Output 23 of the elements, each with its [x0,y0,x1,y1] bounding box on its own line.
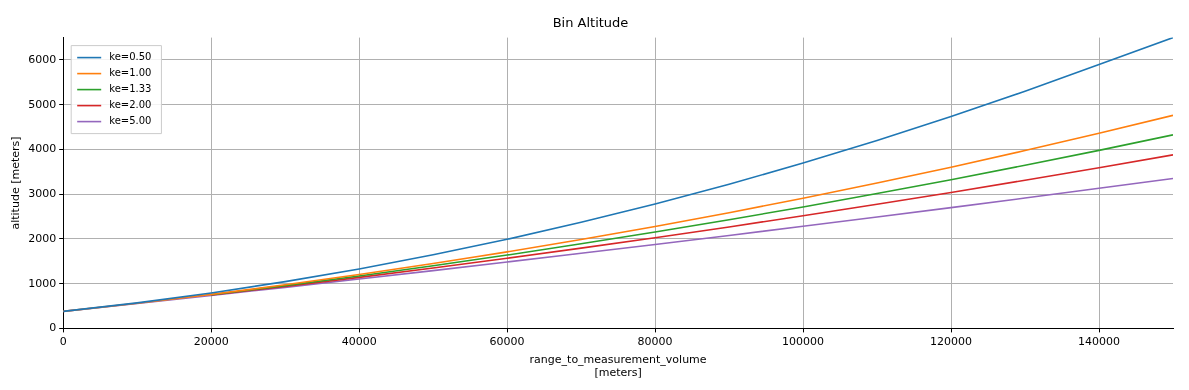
y-tick-label: 6000 [28,52,57,66]
x-tick-label: 0 [59,334,67,348]
x-tick-label: 140000 [1078,334,1121,348]
y-tick-label: 5000 [28,97,57,111]
x-tick-label: 20000 [193,334,229,348]
legend-label: ke=0.50 [109,51,152,63]
x-tick-label: 100000 [782,334,825,348]
x-axis-title: range_to_measurement_volume [meters] [529,353,707,380]
legend-label: ke=1.33 [109,83,152,95]
y-tick-label: 0 [49,321,57,335]
legend-label: ke=2.00 [109,99,152,111]
y-tick-label: 2000 [28,231,57,245]
y-tick-label: 1000 [28,276,57,290]
x-tick-label: 40000 [341,334,377,348]
y-tick-label: 4000 [28,142,57,156]
x-tick-label: 120000 [930,334,973,348]
legend-label: ke=5.00 [109,115,152,127]
x-tick-label: 60000 [489,334,525,348]
y-tick-label: 3000 [28,187,57,201]
chart-title: Bin Altitude [552,15,629,31]
x-tick-label: 80000 [637,334,673,348]
y-axis-title: altitude [meters] [9,136,23,230]
legend-label: ke=1.00 [109,67,152,79]
